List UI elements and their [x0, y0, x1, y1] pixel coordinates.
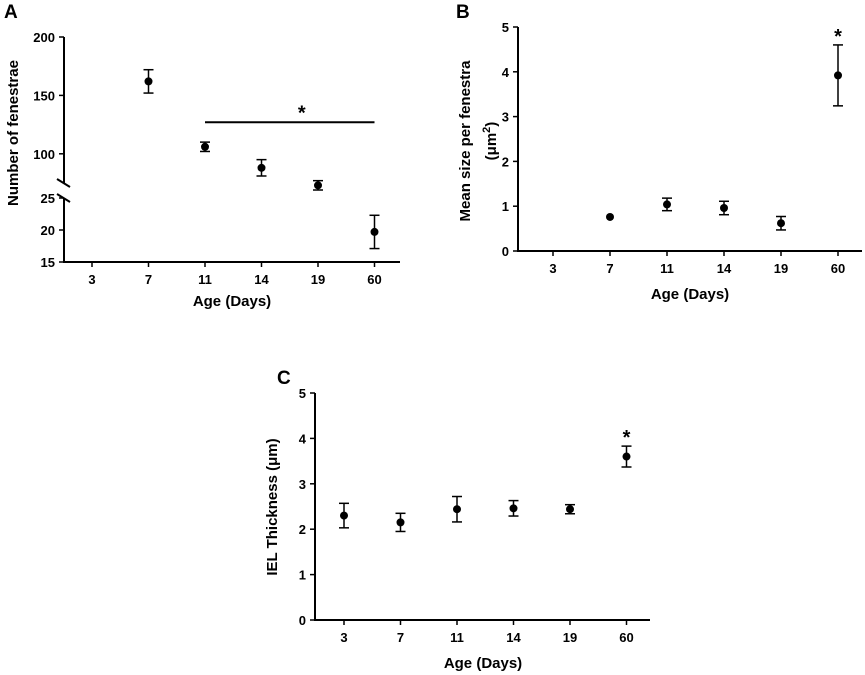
data-point	[663, 200, 671, 209]
y-tick-label: 3	[502, 110, 509, 125]
data-point	[370, 227, 379, 236]
data-point	[453, 505, 461, 514]
x-tick-label: 60	[831, 261, 845, 276]
y-tick-label: 15	[41, 255, 55, 270]
x-tick-label: 14	[506, 630, 521, 645]
panel-c-axes	[314, 393, 650, 621]
y-tick-label: 150	[33, 88, 55, 103]
significance-star: *	[834, 26, 842, 48]
x-tick-label: 19	[563, 630, 577, 645]
x-tick-label: 11	[660, 261, 674, 276]
panel-c-label: C	[277, 368, 291, 389]
x-tick-label: 60	[619, 630, 633, 645]
panel-b-y-label-line2: (μm2)	[481, 122, 500, 161]
y-tick-label: 5	[299, 386, 306, 401]
data-point	[834, 71, 842, 80]
y-tick-label: 25	[41, 191, 55, 206]
x-tick-label: 14	[717, 261, 732, 276]
y-tick-label: 20	[41, 223, 55, 238]
data-point	[396, 518, 405, 527]
y-tick-label: 0	[502, 244, 509, 259]
x-tick-label: 3	[88, 272, 95, 287]
data-point	[720, 203, 728, 212]
x-tick-label: 7	[397, 630, 404, 645]
y-tick-label: 4	[502, 65, 510, 80]
panel-b-label: B	[456, 2, 470, 23]
panel-b-y-label-unit: (μm	[483, 133, 500, 161]
y-tick-label: 2	[502, 154, 509, 169]
panel-a-significance-star: *	[298, 102, 306, 124]
panel-c-y-label: IEL Thickness (μm)	[264, 438, 281, 575]
panel-a-label: A	[4, 2, 18, 23]
y-tick-label: 0	[299, 613, 306, 628]
x-tick-label: 11	[450, 630, 464, 645]
x-tick-label: 7	[606, 261, 613, 276]
data-point	[144, 77, 153, 86]
data-point	[606, 212, 614, 221]
panel-c: C 0 1 2 3 4 5 3 7 11 14 19 60 * IEL Thickness (μm)…	[264, 368, 650, 672]
data-point	[509, 504, 518, 513]
panel-c-x-label: Age (Days)	[444, 655, 522, 672]
panel-b-y-label-close: )	[483, 122, 500, 127]
panel-b-axes	[517, 27, 862, 252]
y-tick-label: 200	[33, 30, 55, 45]
x-tick-label: 14	[254, 272, 269, 287]
x-tick-label: 60	[367, 272, 381, 287]
x-tick-label: 3	[340, 630, 347, 645]
data-point	[777, 219, 785, 228]
y-tick-label: 100	[33, 147, 55, 162]
panel-b-y-label-superscript: 2	[481, 127, 493, 133]
panel-a-x-label: Age (Days)	[193, 293, 271, 310]
y-tick-label: 2	[299, 522, 306, 537]
data-point	[314, 181, 322, 190]
x-tick-label: 19	[311, 272, 325, 287]
data-point	[566, 505, 574, 514]
y-tick-label: 5	[502, 20, 509, 35]
y-tick-label: 4	[299, 431, 307, 446]
x-tick-label: 19	[774, 261, 788, 276]
y-tick-label: 3	[299, 477, 306, 492]
y-tick-label: 1	[299, 568, 306, 583]
data-point	[257, 163, 266, 172]
data-point	[622, 452, 631, 461]
panel-b-x-label: Age (Days)	[651, 286, 729, 303]
panel-b: B 0 1 2 3 4 5 3 7 11 14 19 60 * Mean size per fene…	[456, 2, 862, 303]
panel-a: A 15 20 25 100 150 200 3 7 11 14 19 60 * Age (Days…	[4, 2, 400, 310]
x-tick-label: 7	[145, 272, 152, 287]
panel-a-axes	[63, 198, 400, 263]
y-tick-label: 1	[502, 199, 509, 214]
significance-star: *	[623, 427, 631, 449]
data-point	[201, 142, 209, 151]
panel-a-y-label: Number of fenestrae	[5, 60, 22, 206]
data-point	[340, 511, 348, 520]
panel-a-axis-break-upper	[56, 178, 71, 188]
x-tick-label: 11	[198, 272, 212, 287]
panel-b-y-label-line1: Mean size per fenestra	[457, 60, 474, 222]
panel-a-axis-break-lower	[56, 193, 71, 203]
x-tick-label: 3	[549, 261, 556, 276]
